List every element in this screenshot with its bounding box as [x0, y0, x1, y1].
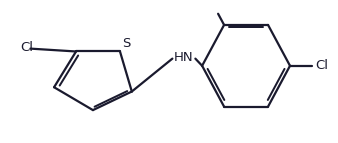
Text: S: S [122, 37, 130, 50]
Text: Cl: Cl [20, 41, 33, 54]
Text: Cl: Cl [315, 59, 328, 72]
Text: HN: HN [174, 51, 194, 64]
